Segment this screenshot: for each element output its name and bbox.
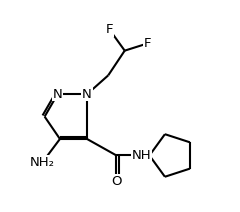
Text: NH₂: NH₂ — [30, 156, 55, 169]
Text: N: N — [82, 88, 92, 101]
Text: F: F — [143, 37, 151, 50]
Text: O: O — [111, 175, 122, 188]
Text: N: N — [53, 88, 62, 101]
Text: NH: NH — [131, 149, 151, 162]
Text: F: F — [106, 23, 113, 36]
